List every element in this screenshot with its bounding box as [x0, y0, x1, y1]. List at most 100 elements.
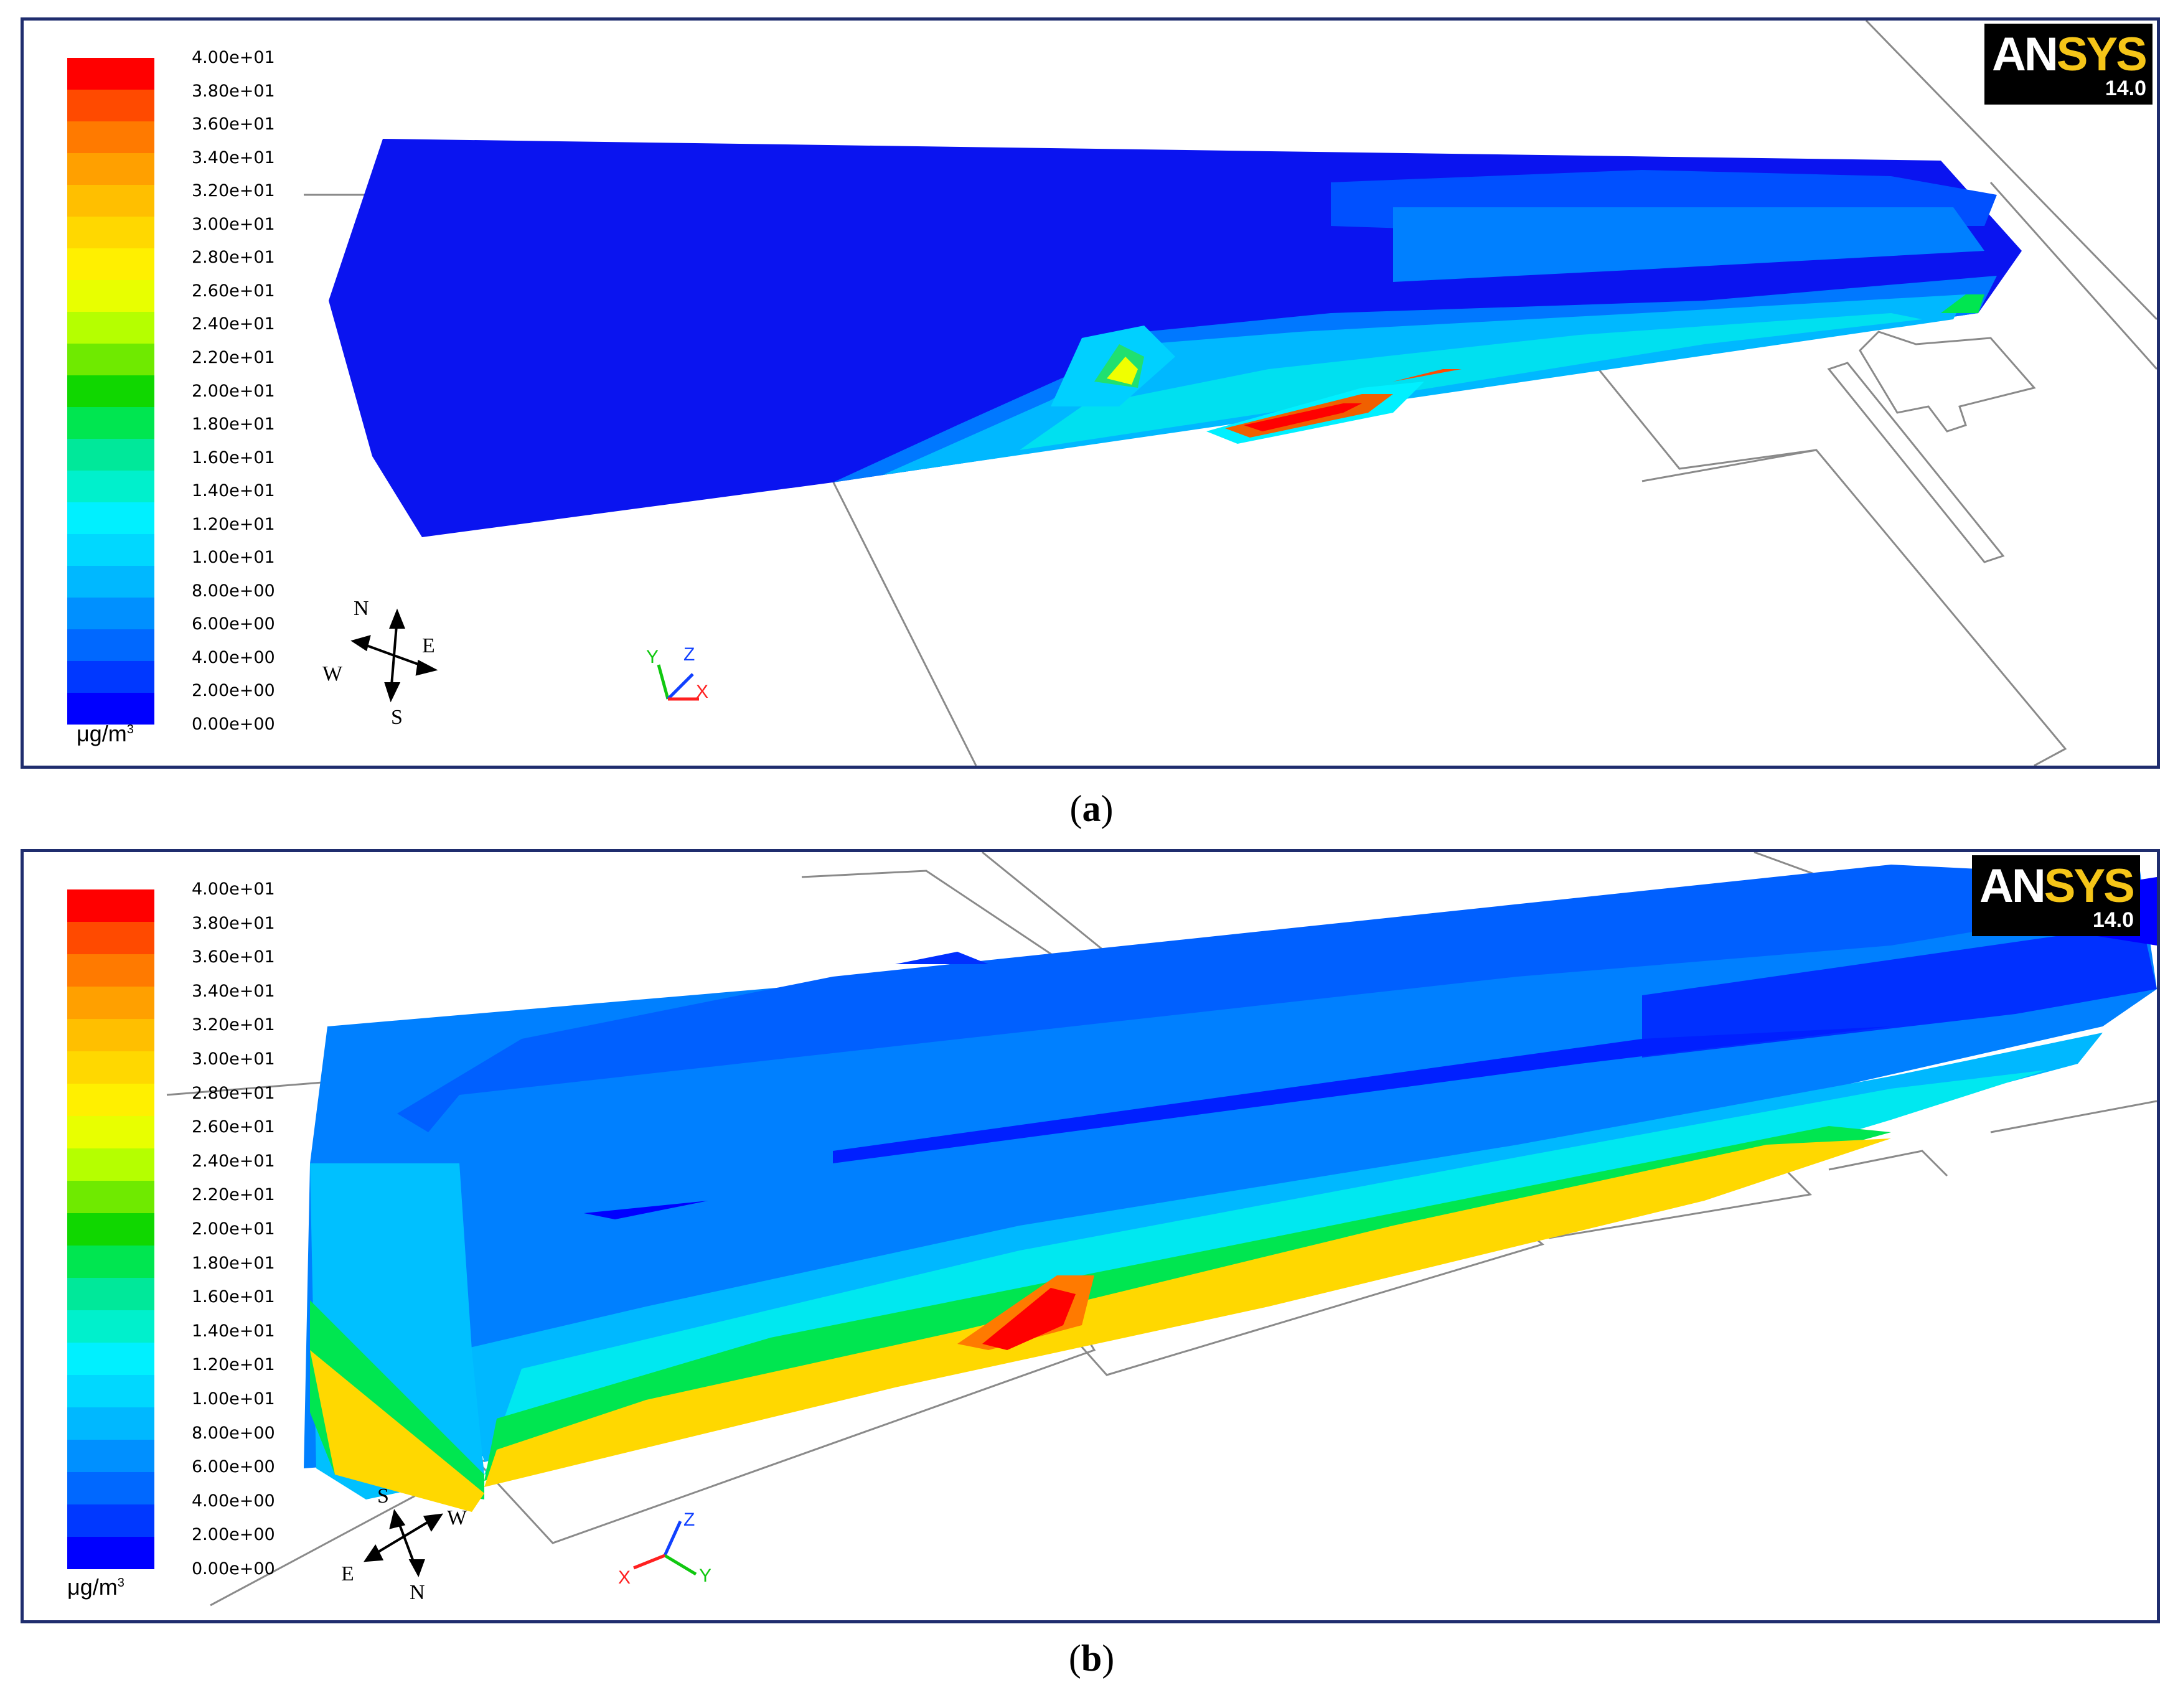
- colorbar-band: [67, 121, 154, 153]
- colorbar-tick-label: 2.80e+01: [192, 248, 275, 268]
- colorbar-tick-label: 2.00e+01: [192, 381, 275, 401]
- ansys-wordmark: ANSYS: [1992, 27, 2148, 82]
- logo-part1: AN: [1979, 860, 2046, 913]
- colorbar-tick-label: 2.00e+00: [192, 1525, 275, 1545]
- unit-label-a: μg/m3: [77, 721, 134, 747]
- logo-part2: SYS: [2056, 28, 2148, 81]
- colorbar-band: [67, 629, 154, 661]
- panel-b: S N E W Z Y X 4.00e+01 3.80e+01 3.60e+01 3.…: [21, 849, 2160, 1623]
- colorbar-band: [67, 1440, 154, 1472]
- colorbar-band: [67, 889, 154, 922]
- colorbar-tick-label: 3.20e+01: [192, 181, 275, 201]
- colorbar-tick-label: 1.40e+01: [192, 481, 275, 501]
- colorbar-band: [67, 661, 154, 693]
- colorbar-band: [67, 1051, 154, 1084]
- colorbar-tick-label: 2.60e+01: [192, 1117, 275, 1137]
- colorbar-band: [67, 1375, 154, 1407]
- colorbar-band: [67, 471, 154, 502]
- colorbar-band: [67, 987, 154, 1019]
- ansys-logo-b: ANSYS 14.0: [1972, 855, 2140, 936]
- colorbar-tick-label: 2.00e+00: [192, 681, 275, 701]
- colorbar-band: [67, 1084, 154, 1116]
- colorbar-tick-label: 2.20e+01: [192, 347, 275, 367]
- ansys-wordmark: ANSYS: [1979, 859, 2135, 913]
- colorbar-b: [67, 889, 154, 1569]
- colorbar-band: [67, 185, 154, 217]
- unit-superscript: 3: [117, 1576, 124, 1590]
- axis-triad-b: Z Y X: [618, 1509, 711, 1588]
- concentration-contour-b: [304, 865, 2157, 1512]
- colorbar-band: [67, 1213, 154, 1246]
- colorbar-band: [67, 1019, 154, 1051]
- colorbar-tick-label: 3.20e+01: [192, 1015, 275, 1035]
- triad-y-label: Y: [646, 647, 659, 667]
- ansys-logo-a: ANSYS 14.0: [1984, 24, 2152, 105]
- colorbar-band: [67, 1472, 154, 1504]
- compass-east-label: E: [341, 1562, 354, 1585]
- colorbar-band: [67, 1148, 154, 1181]
- unit-text: μg/m: [67, 1574, 118, 1600]
- logo-version: 14.0: [2105, 77, 2146, 100]
- colorbar-band: [67, 217, 154, 248]
- colorbar-band: [67, 693, 154, 725]
- colorbar-band: [67, 1278, 154, 1310]
- colorbar-band: [67, 502, 154, 534]
- colorbar-band: [67, 922, 154, 954]
- colorbar-band: [67, 1343, 154, 1375]
- triad-z-label: Z: [683, 1509, 695, 1530]
- colorbar-tick-label: 1.00e+01: [192, 1389, 275, 1409]
- colorbar-tick-label: 1.20e+01: [192, 514, 275, 534]
- caption-b: (b): [1068, 1638, 1115, 1679]
- colorbar-tick-label: 2.00e+01: [192, 1219, 275, 1239]
- colorbar-band: [67, 598, 154, 629]
- unit-superscript: 3: [126, 723, 134, 736]
- triad-x-label: X: [618, 1567, 631, 1588]
- colorbar-band: [67, 312, 154, 344]
- compass-north-label: N: [354, 597, 369, 620]
- colorbar-band: [67, 153, 154, 185]
- colorbar-band: [67, 90, 154, 121]
- colorbar-tick-label: 2.20e+01: [192, 1185, 275, 1205]
- compass-east-label: E: [422, 634, 435, 657]
- compass-b: S N E W: [341, 1485, 467, 1604]
- caption-a: (a): [1069, 788, 1114, 829]
- colorbar-tick-label: 1.80e+01: [192, 1253, 275, 1273]
- colorbar-band: [67, 954, 154, 987]
- colorbar-tick-label: 3.00e+01: [192, 214, 275, 234]
- compass-south-label: S: [391, 706, 403, 729]
- colorbar-tick-label: 4.00e+00: [192, 1491, 275, 1511]
- colorbar-tick-label: 3.00e+01: [192, 1049, 275, 1069]
- logo-part1: AN: [1992, 28, 2059, 81]
- compass-north-label: N: [410, 1581, 425, 1604]
- colorbar-tick-label: 3.80e+01: [192, 81, 275, 101]
- colorbar-tick-label: 1.60e+01: [192, 448, 275, 467]
- unit-text: μg/m: [77, 721, 127, 746]
- colorbar-tick-label: 1.20e+01: [192, 1355, 275, 1375]
- colorbar-band: [67, 1246, 154, 1278]
- colorbar-band: [67, 1504, 154, 1537]
- colorbar-tick-label: 3.40e+01: [192, 148, 275, 167]
- colorbar-band: [67, 58, 154, 90]
- colorbar-tick-label: 8.00e+00: [192, 1423, 275, 1443]
- colorbar-tick-label: 3.60e+01: [192, 947, 275, 967]
- colorbar-tick-label: 4.00e+01: [192, 880, 275, 899]
- colorbar-tick-label: 1.00e+01: [192, 548, 275, 568]
- colorbar-tick-label: 0.00e+00: [192, 715, 275, 734]
- colorbar-band: [67, 344, 154, 375]
- unit-label-b: μg/m3: [67, 1574, 124, 1600]
- colorbar-tick-label: 2.60e+01: [192, 281, 275, 301]
- colorbar-tick-label: 4.00e+01: [192, 48, 275, 67]
- colorbar-band: [67, 534, 154, 566]
- colorbar-band: [67, 1181, 154, 1213]
- colorbar-tick-label: 4.00e+00: [192, 647, 275, 667]
- colorbar-tick-label: 3.40e+01: [192, 981, 275, 1001]
- compass-south-label: S: [377, 1485, 389, 1508]
- panel-a: N S W E Y Z X 4.00e+01 3.80e+01 3.60e+01 3.…: [21, 17, 2160, 769]
- colorbar-tick-label: 0.00e+00: [192, 1559, 275, 1579]
- colorbar-tick-label: 3.60e+01: [192, 115, 275, 134]
- colorbar-tick-label: 6.00e+00: [192, 614, 275, 634]
- concentration-contour-a: [329, 139, 2022, 537]
- axis-triad-a: Y Z X: [646, 644, 708, 702]
- colorbar-tick-label: 2.40e+01: [192, 314, 275, 334]
- colorbar-band: [67, 407, 154, 439]
